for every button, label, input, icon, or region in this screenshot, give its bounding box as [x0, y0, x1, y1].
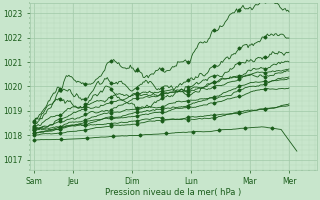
- X-axis label: Pression niveau de la mer( hPa ): Pression niveau de la mer( hPa ): [105, 188, 242, 197]
